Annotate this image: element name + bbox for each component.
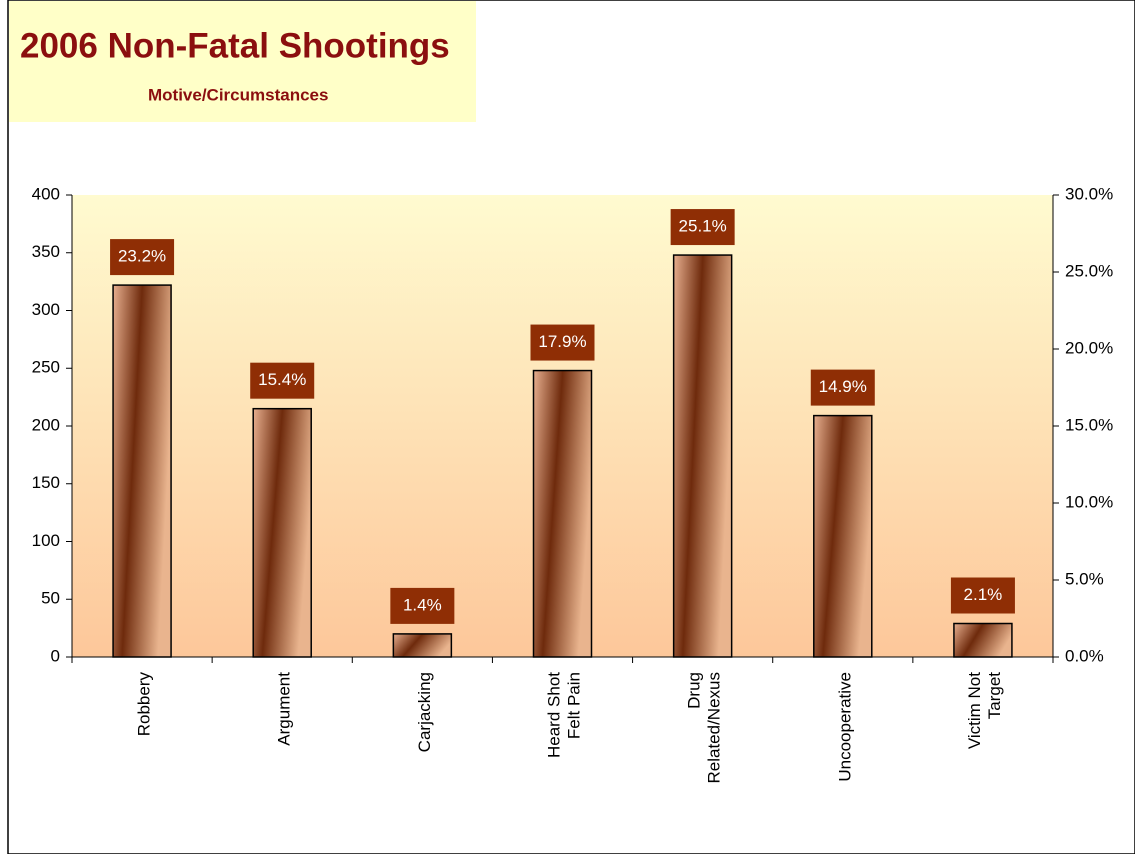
bar <box>252 407 312 658</box>
y2-tick-label: 10.0% <box>1065 492 1113 511</box>
data-label-box <box>530 324 595 361</box>
y-tick-label: 200 <box>32 415 60 434</box>
y-tick-label: 350 <box>32 242 60 261</box>
y2-tick-label: 25.0% <box>1065 261 1113 280</box>
data-label: 2.1% <box>964 585 1003 604</box>
bar <box>813 414 873 658</box>
x-tick-label: Uncooperative <box>835 672 854 782</box>
y-tick-label: 100 <box>32 531 60 550</box>
chart-subtitle: Motive/Circumstances <box>148 85 328 104</box>
data-label-box <box>390 587 455 624</box>
x-tick-label: Carjacking <box>415 672 434 752</box>
y2-tick-label: 15.0% <box>1065 415 1113 434</box>
data-label-box <box>110 239 175 276</box>
bar <box>112 284 172 658</box>
bar <box>532 369 593 658</box>
bar <box>672 254 733 658</box>
y2-tick-label: 20.0% <box>1065 338 1113 357</box>
y2-tick-label: 30.0% <box>1065 184 1113 203</box>
chart-title: 2006 Non-Fatal Shootings <box>20 26 450 65</box>
bar <box>953 622 1013 658</box>
x-tick-label: Heard ShotFelt Pain <box>545 672 584 758</box>
y-tick-label: 300 <box>32 300 60 319</box>
y2-tick-label: 0.0% <box>1065 646 1104 665</box>
title-box <box>9 1 476 122</box>
data-label-box <box>810 369 875 406</box>
y-tick-label: 0 <box>51 646 60 665</box>
y-tick-label: 150 <box>32 473 60 492</box>
data-label: 17.9% <box>538 332 586 351</box>
data-label: 1.4% <box>403 595 442 614</box>
y2-tick-label: 5.0% <box>1065 569 1104 588</box>
bar <box>392 633 453 658</box>
x-tick-label: DrugRelated/Nexus <box>685 672 724 784</box>
y-tick-label: 50 <box>41 589 60 608</box>
data-label-box <box>670 209 735 246</box>
x-tick-label: Victim NotTarget <box>965 672 1004 749</box>
data-label: 25.1% <box>679 217 727 236</box>
data-label: 14.9% <box>819 377 867 396</box>
x-tick-label: Robbery <box>135 672 154 737</box>
x-tick-label: Argument <box>275 672 294 746</box>
data-label-box <box>950 577 1015 614</box>
data-label: 15.4% <box>258 370 306 389</box>
data-label-box <box>250 362 315 399</box>
y-tick-label: 400 <box>32 184 60 203</box>
data-label: 23.2% <box>118 247 166 266</box>
y-tick-label: 250 <box>32 358 60 377</box>
